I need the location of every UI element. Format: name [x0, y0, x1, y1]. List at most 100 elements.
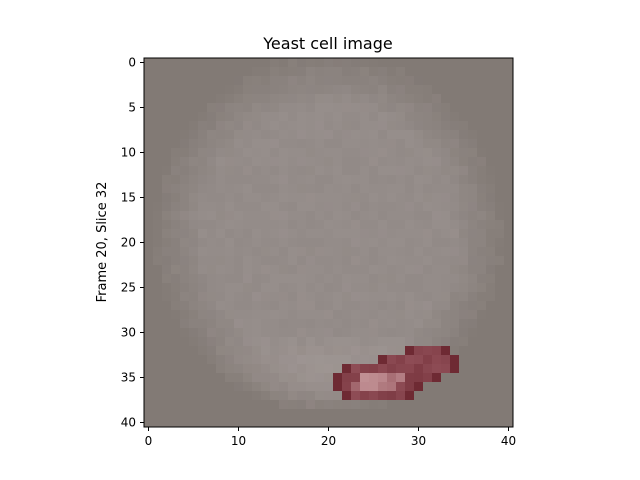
image-pixel: [333, 238, 343, 248]
image-pixel: [207, 382, 217, 392]
image-pixel: [432, 157, 442, 167]
image-pixel: [360, 400, 370, 410]
image-pixel: [171, 229, 181, 239]
image-pixel: [405, 166, 415, 176]
image-pixel: [441, 265, 451, 275]
image-pixel: [459, 346, 469, 356]
image-pixel: [207, 328, 217, 338]
image-pixel: [261, 274, 271, 284]
image-pixel: [495, 337, 505, 347]
image-pixel: [324, 94, 334, 104]
image-pixel: [144, 283, 154, 293]
image-pixel: [243, 94, 253, 104]
image-pixel: [387, 211, 397, 221]
image-pixel: [360, 364, 370, 374]
image-pixel: [279, 238, 289, 248]
image-pixel: [216, 238, 226, 248]
image-pixel: [207, 346, 217, 356]
image-pixel: [324, 382, 334, 392]
image-pixel: [216, 184, 226, 194]
image-pixel: [369, 157, 379, 167]
image-pixel: [432, 310, 442, 320]
image-pixel: [297, 256, 307, 266]
image-pixel: [450, 103, 460, 113]
image-pixel: [360, 211, 370, 221]
image-pixel: [261, 157, 271, 167]
image-pixel: [252, 328, 262, 338]
image-pixel: [486, 400, 496, 410]
image-pixel: [369, 148, 379, 158]
image-pixel: [432, 229, 442, 239]
image-pixel: [144, 238, 154, 248]
image-pixel: [216, 400, 226, 410]
image-pixel: [207, 85, 217, 95]
image-pixel: [189, 193, 199, 203]
image-pixel: [234, 238, 244, 248]
image-pixel: [207, 238, 217, 248]
image-pixel: [297, 175, 307, 185]
image-pixel: [243, 256, 253, 266]
image-pixel: [504, 67, 514, 77]
image-pixel: [441, 58, 451, 68]
image-pixel: [441, 103, 451, 113]
image-pixel: [387, 400, 397, 410]
image-pixel: [405, 355, 415, 365]
image-pixel: [243, 85, 253, 95]
image-pixel: [414, 292, 424, 302]
image-pixel: [459, 103, 469, 113]
image-pixel: [504, 418, 514, 428]
y-tick-label: 0: [128, 56, 136, 70]
image-pixel: [270, 301, 280, 311]
heatmap-image: [144, 58, 514, 428]
image-pixel: [153, 292, 163, 302]
image-pixel: [297, 319, 307, 329]
image-pixel: [468, 256, 478, 266]
image-pixel: [153, 364, 163, 374]
image-pixel: [198, 337, 208, 347]
image-pixel: [144, 346, 154, 356]
image-pixel: [162, 292, 172, 302]
image-pixel: [396, 121, 406, 131]
image-pixel: [342, 85, 352, 95]
image-pixel: [378, 85, 388, 95]
image-pixel: [333, 193, 343, 203]
image-pixel: [324, 355, 334, 365]
image-pixel: [216, 202, 226, 212]
image-pixel: [243, 409, 253, 419]
image-pixel: [252, 67, 262, 77]
image-pixel: [504, 355, 514, 365]
image-pixel: [261, 193, 271, 203]
image-pixel: [288, 112, 298, 122]
image-pixel: [387, 319, 397, 329]
image-pixel: [189, 238, 199, 248]
image-pixel: [396, 256, 406, 266]
image-pixel: [486, 265, 496, 275]
image-pixel: [405, 337, 415, 347]
image-pixel: [288, 94, 298, 104]
image-pixel: [387, 130, 397, 140]
image-pixel: [306, 211, 316, 221]
image-pixel: [189, 76, 199, 86]
image-pixel: [270, 157, 280, 167]
image-pixel: [468, 130, 478, 140]
image-pixel: [216, 346, 226, 356]
image-pixel: [306, 193, 316, 203]
image-pixel: [153, 67, 163, 77]
image-pixel: [153, 355, 163, 365]
image-pixel: [252, 337, 262, 347]
image-pixel: [351, 238, 361, 248]
image-pixel: [288, 265, 298, 275]
image-pixel: [252, 229, 262, 239]
image-pixel: [396, 157, 406, 167]
image-pixel: [189, 346, 199, 356]
image-pixel: [486, 103, 496, 113]
image-pixel: [270, 373, 280, 383]
image-pixel: [441, 409, 451, 419]
image-pixel: [171, 139, 181, 149]
image-pixel: [162, 346, 172, 356]
image-pixel: [324, 247, 334, 257]
image-pixel: [261, 130, 271, 140]
image-pixel: [360, 229, 370, 239]
image-pixel: [486, 310, 496, 320]
image-pixel: [306, 418, 316, 428]
